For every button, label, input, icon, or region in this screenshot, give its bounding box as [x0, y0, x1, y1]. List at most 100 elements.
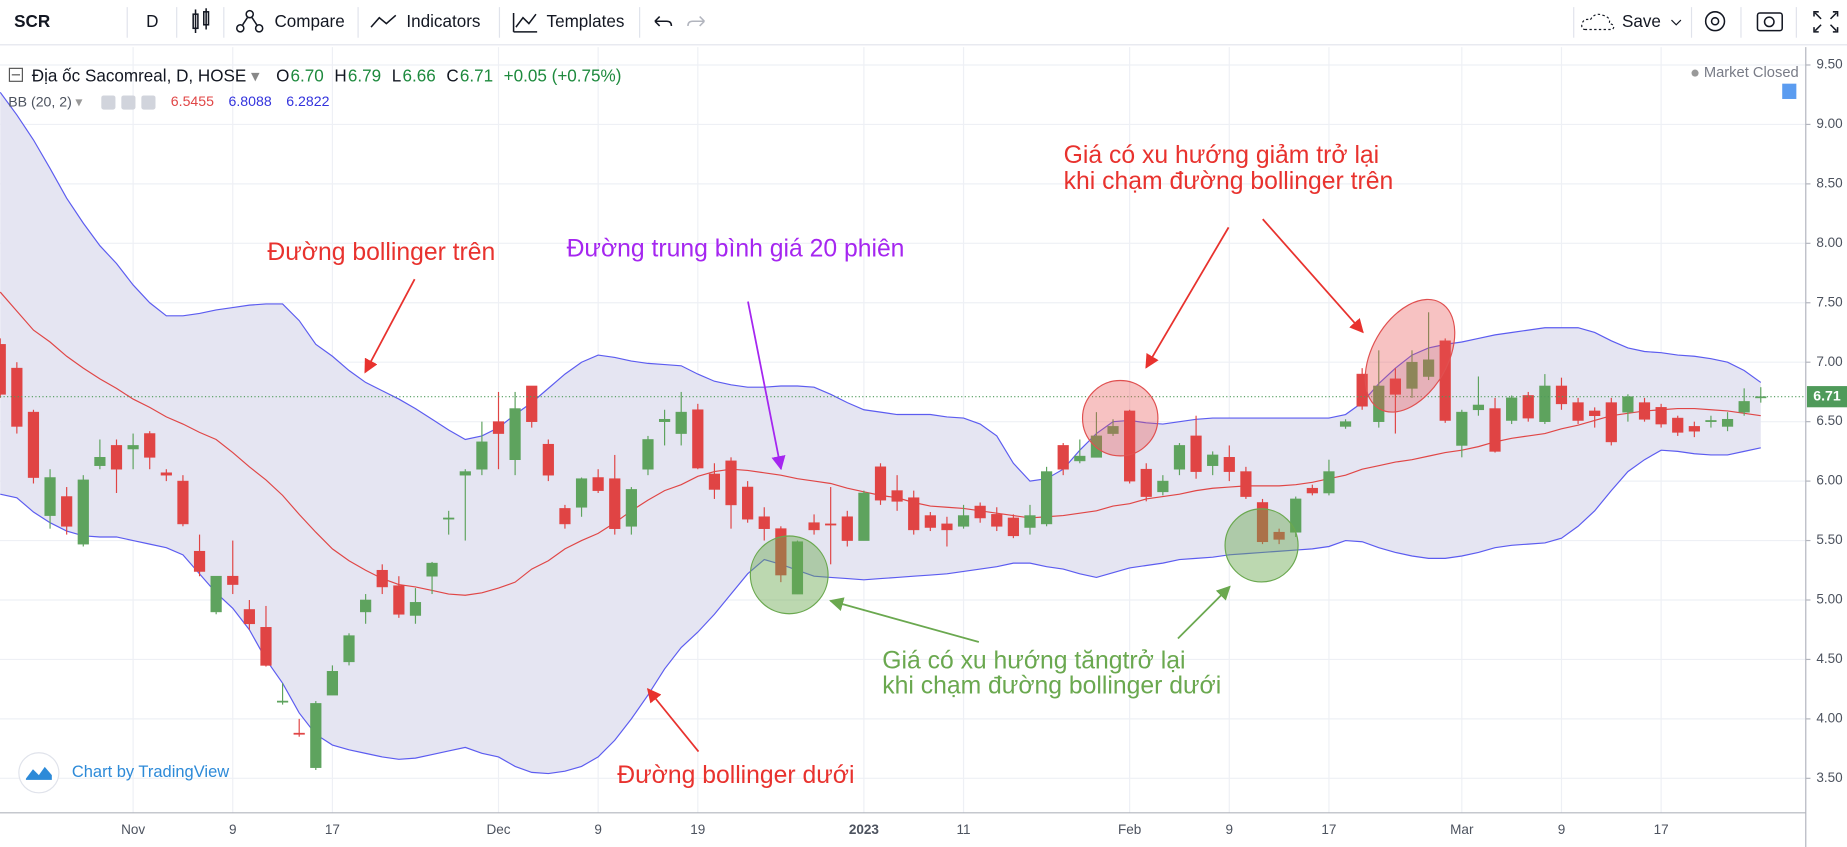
- x-tick-label: 17: [1321, 822, 1336, 837]
- candle-body: [1389, 378, 1401, 395]
- x-tick-label: 17: [325, 822, 340, 837]
- candle-body: [692, 409, 704, 469]
- save-menu-button[interactable]: [1671, 19, 1682, 26]
- legend-value: 6.79: [348, 66, 381, 85]
- legend-key: L: [392, 66, 402, 85]
- attribution[interactable]: Chart by TradingView: [18, 752, 229, 794]
- save-button[interactable]: Save: [1622, 12, 1661, 31]
- arrow: [1145, 226, 1230, 369]
- y-tick-label: 9.50: [1816, 57, 1842, 72]
- candle-body: [1572, 402, 1584, 421]
- candle-body: [1074, 455, 1086, 462]
- compare-button[interactable]: Compare: [274, 12, 344, 31]
- y-tick-label: 5.50: [1816, 532, 1842, 547]
- candle-body: [393, 585, 405, 615]
- y-tick-label: 6.50: [1816, 413, 1842, 428]
- screenshot-button[interactable]: [1756, 12, 1783, 32]
- annotation-text: Giá có xu hướng tăngtrở lại: [882, 648, 1185, 675]
- candle-body: [1356, 373, 1368, 407]
- symbol-input[interactable]: SCR: [14, 12, 50, 31]
- candle-body: [592, 477, 604, 491]
- annotation-text: khi chạm đường bollinger trên: [1064, 168, 1394, 195]
- candle-body: [426, 562, 438, 577]
- candle-body: [1157, 480, 1169, 493]
- series-title: Địa ốc Sacomreal, D, HOSE: [32, 66, 247, 85]
- x-tick-label: Feb: [1118, 822, 1141, 837]
- candle-body: [1057, 445, 1069, 470]
- candle-body: [376, 569, 388, 588]
- candle-body: [1090, 435, 1103, 458]
- candle-body: [210, 575, 222, 613]
- candle-body: [559, 508, 571, 525]
- candle-body: [326, 671, 339, 696]
- candle-body: [924, 515, 936, 528]
- annotation-text: Đường bollinger dưới: [617, 762, 854, 789]
- templates-button[interactable]: Templates: [547, 12, 625, 31]
- undo-button[interactable]: [654, 15, 673, 27]
- candle-body: [1124, 410, 1136, 482]
- candle-body: [476, 441, 488, 470]
- candle-body: [841, 516, 853, 541]
- candle-body: [1207, 454, 1219, 466]
- candle-body: [77, 479, 89, 545]
- scroll-icon[interactable]: [1782, 83, 1797, 99]
- candle-body: [44, 477, 56, 516]
- candle-body: [1738, 401, 1750, 413]
- plot-area: [0, 91, 1806, 775]
- candle-body: [1107, 426, 1119, 434]
- indicators-button[interactable]: Indicators: [406, 12, 480, 31]
- candle-body: [1256, 502, 1269, 543]
- candle-body: [1489, 408, 1501, 452]
- legend-value: 6.71: [460, 66, 493, 85]
- collapse-button[interactable]: [8, 67, 23, 82]
- legend: Địa ốc Sacomreal, D, HOSE ▾ O6.70 H6.79 L6.6…: [8, 65, 1799, 110]
- x-tick-label: 11: [957, 822, 971, 837]
- candle-body: [360, 599, 372, 613]
- settings-button[interactable]: [1704, 11, 1726, 32]
- annotation-text: Đường trung bình giá 20 phiên: [567, 235, 905, 262]
- candle-body: [575, 478, 588, 508]
- candle-body: [1638, 402, 1651, 420]
- redo-button[interactable]: [687, 15, 705, 27]
- toolbar-bg: [0, 0, 1847, 45]
- candle-body: [858, 492, 870, 541]
- candle-body: [1522, 395, 1534, 419]
- candle-body: [492, 421, 505, 434]
- logo: [25, 766, 52, 780]
- candle-body: [94, 457, 106, 466]
- series-menu[interactable]: ▾: [251, 66, 260, 85]
- candle-body: [144, 433, 156, 458]
- interval-button[interactable]: D: [146, 12, 158, 31]
- indicator-label: BB (20, 2): [8, 93, 72, 109]
- annotation-text: Giá có xu hướng giảm trở lại: [1064, 142, 1380, 169]
- candle-body: [1506, 397, 1518, 421]
- attribution-text[interactable]: Chart by TradingView: [72, 763, 229, 781]
- y-tick-label: 8.00: [1816, 235, 1842, 250]
- candle-body: [260, 627, 272, 666]
- x-tick-label: 9: [594, 822, 602, 837]
- candle-body: [808, 522, 820, 531]
- candle-body: [1555, 385, 1568, 405]
- fullscreen-button[interactable]: [1813, 11, 1839, 33]
- candle-body: [708, 473, 721, 490]
- y-tick-label: 8.50: [1816, 175, 1842, 190]
- candle-body: [1423, 359, 1435, 377]
- annotation-text: Đường bollinger trên: [267, 239, 495, 266]
- candle-body: [658, 418, 671, 422]
- candle-body: [1589, 410, 1601, 417]
- highlight-circle: [1224, 508, 1299, 583]
- chart-style-button[interactable]: [192, 8, 210, 34]
- candle-body: [775, 528, 787, 576]
- x-tick-label: 9: [1226, 822, 1234, 837]
- compare-icon: [235, 9, 264, 33]
- candle-body: [1456, 411, 1468, 446]
- candle-body: [1705, 420, 1717, 422]
- highlight-circle: [1081, 379, 1159, 457]
- candle-body: [625, 489, 637, 527]
- y-tick-label: 7.50: [1816, 294, 1842, 309]
- y-tick-label: 5.00: [1816, 592, 1842, 607]
- candle-body: [1024, 515, 1036, 528]
- candle-body: [675, 411, 687, 434]
- indicator-controls[interactable]: [101, 95, 156, 110]
